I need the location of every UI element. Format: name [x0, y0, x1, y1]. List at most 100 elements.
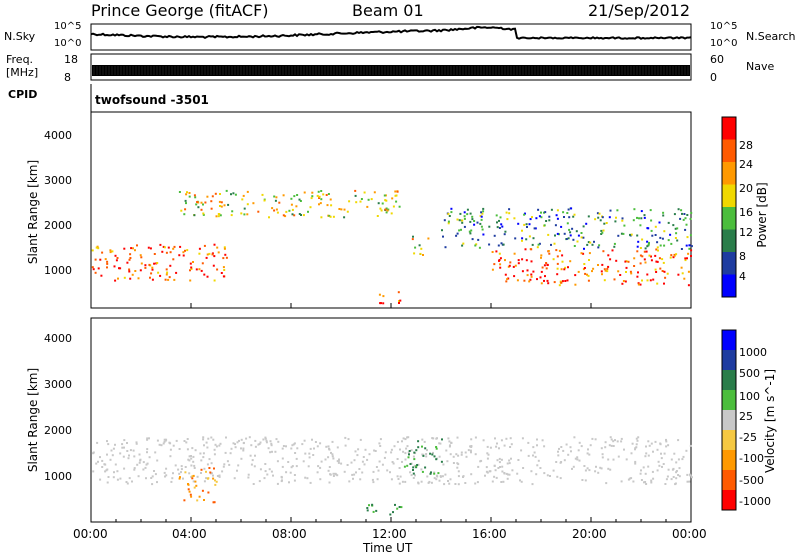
- range-gate-cell: [621, 282, 624, 285]
- range-gate-cell: [332, 475, 335, 477]
- range-gate-cell: [309, 447, 312, 450]
- range-gate-cell: [408, 453, 410, 456]
- range-gate-cell: [420, 480, 423, 483]
- power-colorbar-swatch: [722, 274, 736, 297]
- range-gate-cell: [395, 200, 398, 203]
- range-gate-cell: [554, 234, 556, 237]
- range-gate-cell: [220, 272, 223, 274]
- range-gate-cell: [112, 476, 115, 479]
- range-gate-cell: [498, 447, 500, 450]
- range-gate-cell: [584, 479, 587, 482]
- range-gate-cell: [436, 437, 438, 440]
- range-gate-cell: [611, 249, 614, 252]
- range-gate-cell: [144, 466, 147, 469]
- range-gate-cell: [647, 440, 650, 443]
- range-gate-cell: [539, 467, 542, 469]
- range-gate-cell: [564, 280, 567, 282]
- range-gate-cell: [499, 466, 501, 468]
- range-gate-cell: [153, 253, 156, 255]
- range-gate-cell: [385, 207, 388, 210]
- range-gate-cell: [437, 472, 440, 475]
- range-gate-cell: [687, 252, 690, 255]
- range-gate-cell: [666, 272, 669, 275]
- range-gate-cell: [178, 448, 181, 450]
- range-gate-cell: [106, 262, 109, 265]
- range-gate-cell: [378, 460, 381, 463]
- cpid-label: CPID: [8, 88, 38, 101]
- range-gate-cell: [544, 211, 547, 214]
- range-gate-cell: [412, 477, 415, 479]
- range-gate-cell: [522, 467, 525, 469]
- nsky-panel-frame: [90, 23, 692, 51]
- range-gate-cell: [525, 238, 528, 241]
- range-gate-cell: [218, 200, 221, 203]
- range-gate-cell: [184, 466, 187, 468]
- range-gate-cell: [591, 437, 594, 440]
- range-gate-cell: [596, 212, 599, 215]
- range-gate-cell: [654, 440, 657, 443]
- range-gate-cell: [640, 469, 642, 472]
- range-gate-cell: [674, 237, 677, 239]
- range-gate-cell: [623, 224, 626, 227]
- range-gate-cell: [477, 238, 480, 241]
- range-gate-cell: [556, 267, 559, 270]
- range-gate-cell: [498, 227, 501, 229]
- range-gate-cell: [307, 210, 309, 213]
- range-gate-cell: [503, 472, 506, 475]
- range-gate-cell: [540, 256, 542, 259]
- range-gate-cell: [408, 450, 411, 452]
- range-gate-cell: [461, 219, 464, 222]
- range-gate-cell: [167, 246, 170, 249]
- range-gate-cell: [400, 506, 403, 509]
- range-gate-cell: [232, 192, 235, 195]
- range-gate-cell: [552, 469, 555, 472]
- range-gate-cell: [404, 452, 407, 455]
- x-axis-label: Time UT: [363, 541, 413, 555]
- range-gate-cell: [499, 216, 502, 219]
- range-gate-cell: [421, 438, 424, 441]
- range-gate-cell: [509, 261, 512, 264]
- range-gate-cell: [503, 233, 506, 236]
- range-gate-cell: [340, 462, 343, 465]
- range-gate-cell: [443, 483, 446, 486]
- range-gate-cell: [635, 437, 638, 440]
- range-gate-cell: [128, 270, 131, 273]
- range-gate-cell: [609, 468, 612, 471]
- range-gate-cell: [528, 280, 531, 283]
- range-gate-cell: [281, 447, 284, 450]
- range-gate-cell: [521, 237, 524, 240]
- range-gate-cell: [498, 252, 501, 255]
- range-gate-cell: [481, 228, 484, 231]
- range-gate-cell: [116, 478, 119, 481]
- range-gate-cell: [384, 208, 387, 211]
- range-gate-cell: [643, 250, 646, 253]
- range-gate-cell: [91, 249, 94, 252]
- range-gate-cell: [639, 247, 642, 249]
- range-gate-cell: [415, 449, 418, 452]
- range-gate-cell: [179, 476, 181, 479]
- range-gate-cell: [222, 465, 225, 468]
- range-gate-cell: [648, 241, 650, 244]
- range-gate-cell: [183, 499, 186, 502]
- range-gate-cell: [582, 225, 585, 228]
- range-gate-cell: [174, 464, 177, 467]
- range-gate-cell: [686, 236, 689, 239]
- freq-tick-high: 18: [64, 53, 78, 66]
- range-gate-cell: [343, 470, 346, 473]
- range-gate-cell: [295, 457, 298, 460]
- range-gate-cell: [328, 481, 331, 484]
- range-gate-cell: [407, 456, 410, 459]
- range-gate-cell: [359, 438, 362, 441]
- range-gate-cell: [240, 457, 243, 460]
- range-gate-cell: [656, 282, 659, 285]
- range-gate-cell: [202, 438, 205, 441]
- range-gate-cell: [617, 270, 620, 273]
- range-gate-cell: [504, 230, 507, 233]
- power-ytick-3000: 3000: [44, 174, 72, 187]
- range-gate-cell: [677, 273, 680, 276]
- range-gate-cell: [128, 477, 131, 480]
- range-gate-cell: [310, 197, 313, 200]
- range-gate-cell: [383, 194, 386, 197]
- range-gate-cell: [671, 468, 674, 471]
- range-gate-cell: [224, 253, 227, 256]
